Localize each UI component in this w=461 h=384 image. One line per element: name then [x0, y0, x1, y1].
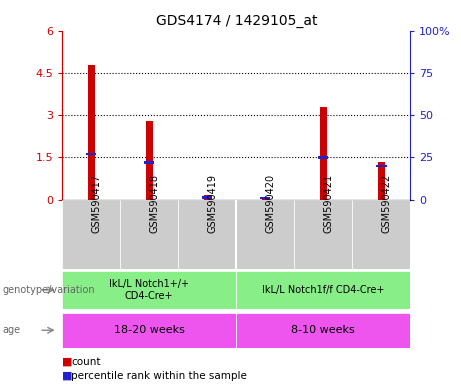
Text: GSM590422: GSM590422	[381, 174, 391, 233]
Text: GSM590421: GSM590421	[323, 174, 333, 233]
Text: ■: ■	[62, 371, 73, 381]
Bar	[62, 313, 236, 348]
Bar	[320, 107, 327, 200]
Bar	[352, 200, 410, 269]
Bar	[236, 313, 410, 348]
Title: GDS4174 / 1429105_at: GDS4174 / 1429105_at	[155, 14, 317, 28]
Bar	[62, 271, 236, 309]
Bar	[88, 65, 95, 200]
Text: percentile rank within the sample: percentile rank within the sample	[71, 371, 248, 381]
Bar	[62, 200, 120, 269]
Text: GSM590417: GSM590417	[91, 174, 101, 233]
Text: 8-10 weeks: 8-10 weeks	[291, 325, 355, 335]
Text: age: age	[2, 325, 20, 335]
Bar	[144, 161, 154, 164]
Text: IkL/L Notch1f/f CD4-Cre+: IkL/L Notch1f/f CD4-Cre+	[262, 285, 384, 295]
Bar	[202, 196, 213, 199]
Text: IkL/L Notch1+/+
CD4-Cre+: IkL/L Notch1+/+ CD4-Cre+	[109, 279, 189, 301]
Bar	[262, 197, 269, 200]
Text: genotype/variation: genotype/variation	[2, 285, 95, 295]
Bar	[204, 195, 211, 200]
Bar	[260, 197, 271, 199]
Bar	[376, 165, 386, 167]
Bar	[378, 162, 385, 200]
Text: GSM590420: GSM590420	[265, 174, 275, 233]
Text: GSM590418: GSM590418	[149, 174, 159, 233]
Text: GSM590419: GSM590419	[207, 174, 217, 233]
Text: ■: ■	[62, 357, 73, 367]
Bar	[86, 153, 96, 155]
Bar	[236, 271, 410, 309]
Bar	[178, 200, 236, 269]
Bar	[120, 200, 178, 269]
Bar	[294, 200, 352, 269]
Text: count: count	[71, 357, 101, 367]
Text: 18-20 weeks: 18-20 weeks	[114, 325, 185, 335]
Bar	[146, 121, 153, 200]
Bar	[236, 200, 294, 269]
Bar	[318, 156, 329, 159]
